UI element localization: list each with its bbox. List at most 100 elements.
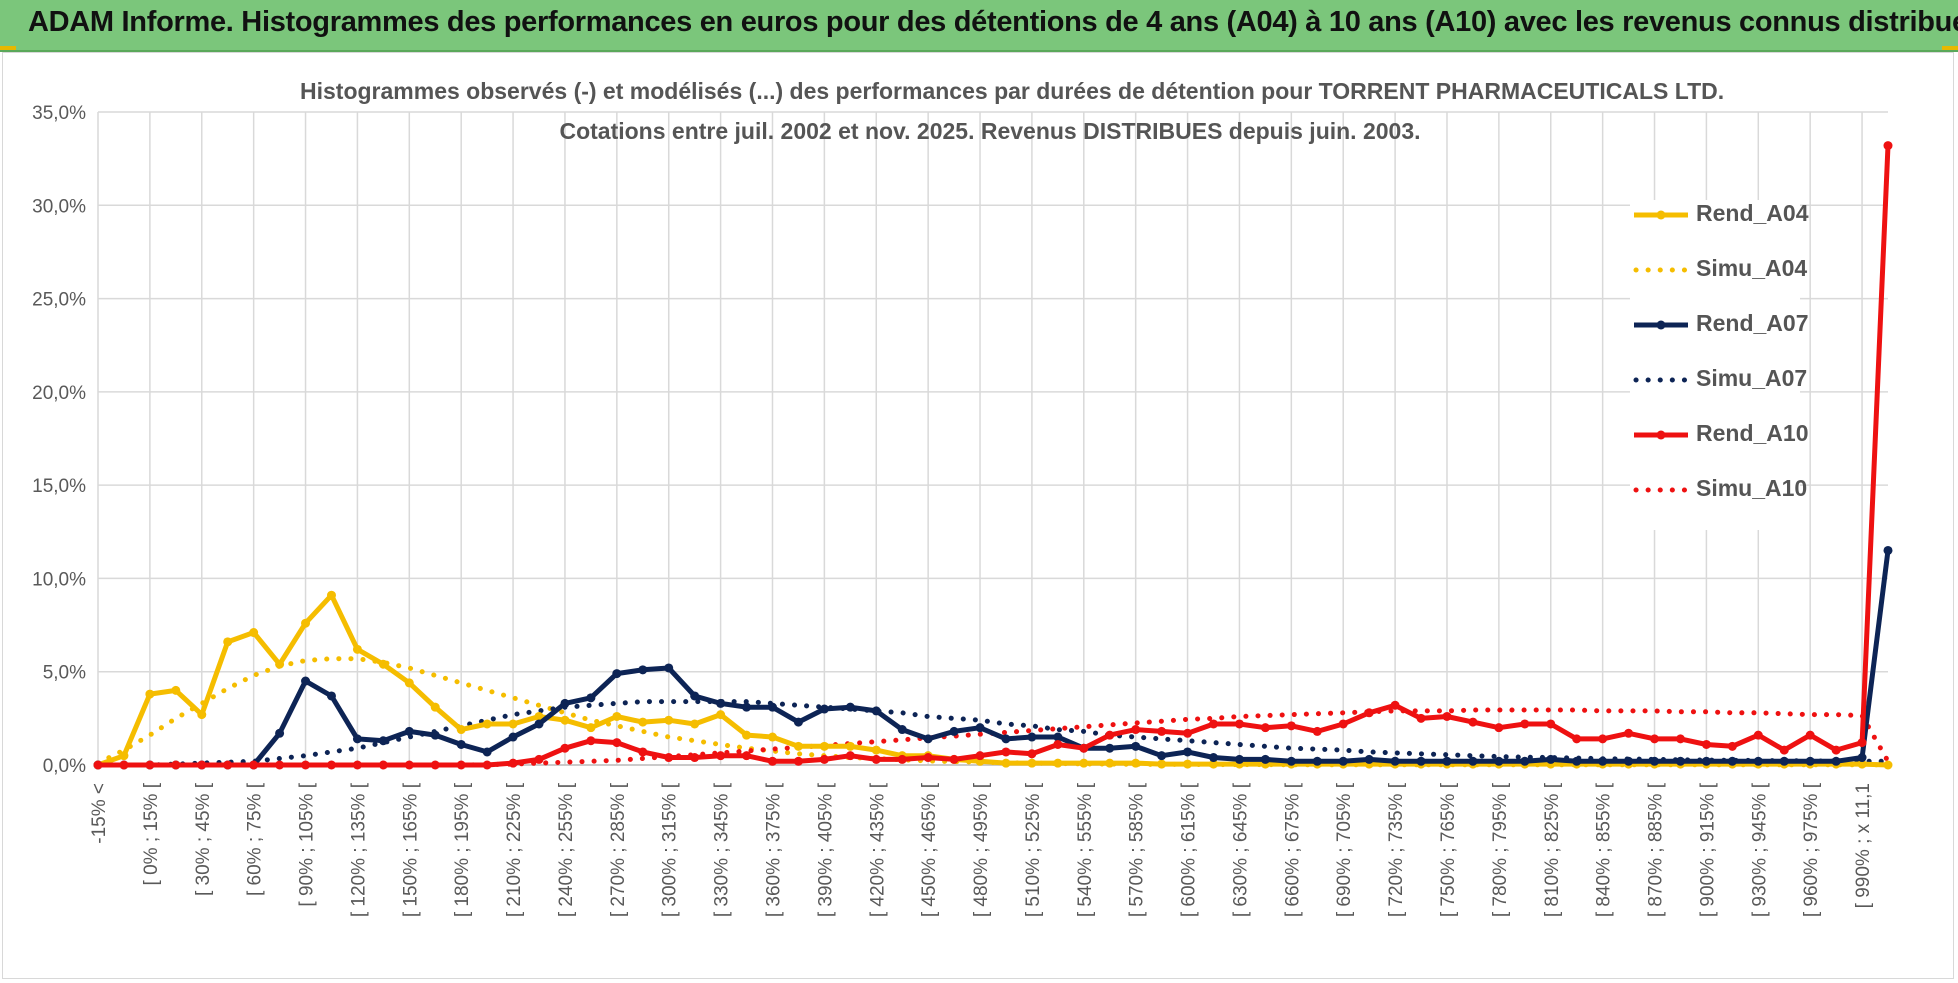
y-tick-label: 0,0% (43, 756, 86, 777)
data-point (456, 739, 466, 749)
data-point (690, 753, 700, 763)
data-point (1209, 753, 1219, 763)
data-point (1857, 753, 1867, 763)
corner-accent-left (0, 46, 16, 50)
series-rend_a10 (93, 141, 1893, 770)
data-point (1260, 723, 1270, 733)
data-point (93, 760, 103, 770)
series-line (97, 592, 1889, 768)
data-point (1883, 141, 1893, 151)
x-tick-label: [ 360% ; 375% [ (763, 782, 784, 917)
data-point (1053, 758, 1063, 768)
data-point (1260, 754, 1270, 764)
data-point (1053, 732, 1063, 742)
legend-item-rend_a10: Rend_A10 (1630, 420, 1808, 450)
data-point (1598, 756, 1608, 766)
data-point (197, 710, 207, 720)
legend-item-rend_a04: Rend_A04 (1630, 200, 1808, 230)
data-point (1105, 758, 1115, 768)
data-point (145, 689, 155, 699)
x-tick-label: [ 60% ; 75% [ (245, 782, 266, 896)
x-tick-label: [ 180% ; 195% [ (452, 782, 473, 917)
data-point (845, 751, 855, 761)
data-point (1468, 756, 1478, 766)
data-point (1442, 711, 1452, 721)
x-tick-label: [ 210% ; 225% [ (504, 782, 525, 917)
data-point (638, 665, 648, 675)
data-point (586, 693, 596, 703)
data-point (1234, 719, 1244, 729)
data-point (508, 758, 518, 768)
data-point (716, 751, 726, 761)
data-point (1416, 756, 1426, 766)
x-tick-label: [ 570% ; 585% [ (1127, 782, 1148, 917)
data-point (404, 726, 414, 736)
x-tick-label: [ 300% ; 315% [ (660, 782, 681, 917)
data-point (275, 728, 285, 738)
data-point (819, 754, 829, 764)
data-point (1805, 756, 1815, 766)
data-point (1624, 756, 1634, 766)
data-point (845, 702, 855, 712)
data-point (767, 702, 777, 712)
series-line (98, 550, 1891, 768)
data-point (326, 760, 336, 770)
data-point (1312, 756, 1322, 766)
x-tick-label: [ 390% ; 405% [ (815, 782, 836, 917)
y-tick-label: 25,0% (32, 290, 86, 311)
legend-swatch (1633, 377, 1690, 383)
x-tick-label: [ 240% ; 255% [ (556, 782, 577, 917)
data-point (1157, 759, 1167, 769)
x-tick-label: [ 120% ; 135% [ (348, 782, 369, 917)
data-point (508, 719, 518, 729)
data-point (534, 754, 544, 764)
x-tick-label: [ 780% ; 795% [ (1490, 782, 1511, 917)
data-point (145, 760, 155, 770)
legend-item-rend_a07: Rend_A07 (1630, 310, 1808, 340)
data-point (767, 732, 777, 742)
y-tick-label: 20,0% (32, 383, 86, 404)
data-point (586, 736, 596, 746)
data-point (430, 702, 440, 712)
data-point (819, 741, 829, 751)
x-tick-label: [ 930% ; 945% [ (1749, 782, 1770, 917)
data-point (1312, 726, 1322, 736)
data-point (690, 691, 700, 701)
legend-item-simu_a04: Simu_A04 (1630, 255, 1807, 285)
data-point (586, 723, 596, 733)
chart-title-line-2: Cotations entre juil. 2002 et nov. 2025.… (559, 118, 1421, 144)
legend-swatch (1633, 267, 1690, 273)
data-point (275, 760, 285, 770)
legend-label: Rend_A10 (1696, 420, 1809, 446)
data-point (404, 760, 414, 770)
data-point (923, 734, 933, 744)
y-tick-label: 5,0% (43, 663, 86, 684)
data-point (1779, 745, 1789, 755)
data-point (1131, 725, 1141, 735)
data-point (897, 725, 907, 735)
data-point (664, 753, 674, 763)
x-tick-label: [ 870% ; 885% [ (1646, 782, 1667, 917)
data-point (1883, 545, 1893, 555)
data-point (1079, 758, 1089, 768)
data-point (612, 738, 622, 748)
data-point (1727, 741, 1737, 751)
x-tick-label: [ 0% ; 15% [ (141, 782, 162, 885)
chart-title-line-1: Histogrammes observés (-) et modélisés (… (300, 78, 1725, 104)
legend-swatch (1634, 210, 1688, 220)
data-point (171, 685, 181, 695)
legend-label: Simu_A07 (1696, 365, 1808, 391)
data-point (1027, 732, 1037, 742)
legend-label: Rend_A07 (1696, 310, 1809, 336)
data-point (612, 711, 622, 721)
data-point (1701, 739, 1711, 749)
data-point (275, 659, 285, 669)
data-point (482, 719, 492, 729)
data-point (1831, 756, 1841, 766)
legend-label: Simu_A04 (1696, 255, 1808, 281)
x-tick-label: [ 840% ; 855% [ (1594, 782, 1615, 917)
data-point (482, 760, 492, 770)
data-point (1105, 743, 1115, 753)
data-point (949, 754, 959, 764)
